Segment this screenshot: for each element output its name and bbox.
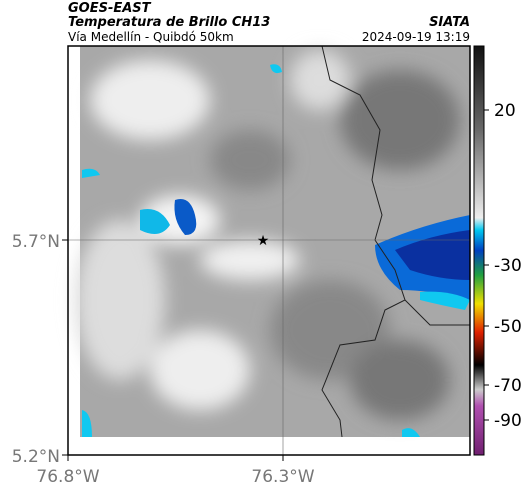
svg-text:★: ★ bbox=[257, 233, 270, 249]
source: GOES-EAST bbox=[68, 1, 152, 16]
map-frame bbox=[67, 45, 471, 456]
colorbar-ticks: 20 -30 -50 -70 -90 bbox=[484, 101, 522, 431]
subtitle: Vía Medellín - Quibdó 50km bbox=[68, 30, 234, 44]
colorbar-tick-label: -70 bbox=[494, 376, 522, 396]
colorbar-tick-label: -50 bbox=[494, 317, 522, 337]
colorbar-tick-label: -90 bbox=[494, 411, 522, 431]
agency: SIATA bbox=[429, 15, 470, 30]
lon-label: 76.3°W bbox=[251, 467, 314, 487]
satellite-image: ★ bbox=[68, 45, 470, 455]
lat-label: 5.2°N bbox=[12, 447, 60, 467]
lat-label: 5.7°N bbox=[12, 232, 60, 252]
timestamp: 2024-09-19 13:19 bbox=[362, 30, 470, 44]
lon-label: 76.8°W bbox=[36, 467, 99, 487]
colorbar bbox=[473, 45, 485, 456]
colorbar-tick-label: 20 bbox=[494, 101, 516, 121]
lat-ticks bbox=[62, 239, 284, 461]
colorbar-tick-label: -30 bbox=[494, 256, 522, 276]
title: Temperatura de Brillo CH13 bbox=[68, 15, 270, 30]
